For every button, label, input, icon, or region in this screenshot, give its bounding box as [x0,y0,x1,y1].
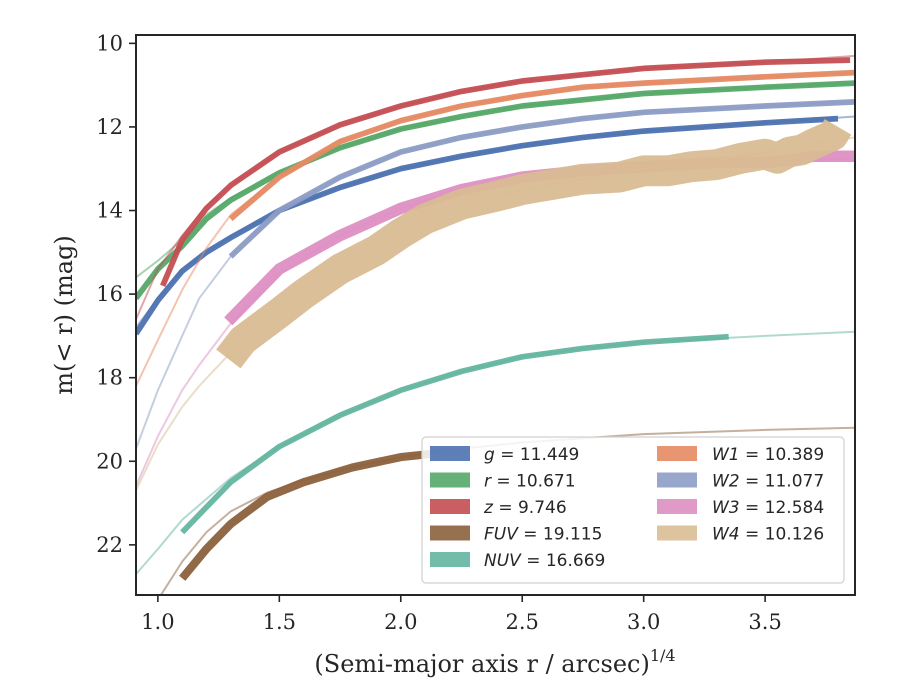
legend-swatch [430,446,470,461]
legend-item-g: g = 11.449 [430,445,579,465]
y-tick-label: 16 [96,282,123,306]
legend-item-nuv: NUV = 16.669 [430,551,605,571]
series-w2-data-band [228,99,855,259]
series-g [136,115,855,336]
legend-item-w1: W1 = 10.389 [657,445,824,465]
legend-swatch [430,472,470,488]
series-z [136,54,855,321]
series-z-data-band [160,57,851,287]
legend-label: W3 = 12.584 [712,498,824,518]
y-tick-label: 10 [96,31,123,55]
x-tick-label: 1.5 [263,610,296,634]
legend-item-w2: W2 = 11.077 [657,472,824,492]
series-w4-data-band [216,119,852,369]
series-g-data-band [136,115,839,336]
legend: g = 11.449 r = 10.671 z = 9.746 FUV = 19.11… [421,436,845,584]
x-axis-title: (Semi-major axis r / arcsec)1/4 [314,646,675,678]
x-axis-title-superscript: 1/4 [650,646,676,665]
legend-label: NUV = 16.669 [484,551,605,571]
legend-item-z: z = 9.746 [430,498,567,518]
legend-swatch [657,446,697,461]
legend-label: W4 = 10.126 [712,525,824,545]
y-tick-label: 20 [96,449,123,473]
y-tick-label: 22 [96,533,123,557]
legend-swatch [657,499,697,514]
legend-item-w3: W3 = 12.584 [657,498,824,518]
x-axis-title-main: (Semi-major axis r / arcsec) [314,650,649,678]
legend-label: W2 = 11.077 [712,472,824,492]
legend-label: r = 10.671 [484,472,576,492]
plot-frame [135,34,856,596]
legend-item-r: r = 10.671 [430,472,576,492]
series-layer [136,54,855,595]
legend-swatch [657,472,697,488]
series-w1-data-band [228,69,855,222]
y-axis-title: m(< r) (mag) [50,235,78,394]
legend-label: z = 9.746 [483,498,567,518]
legend-label: FUV = 19.115 [484,525,602,545]
y-tick-label: 14 [96,199,123,223]
axes-layer: 1.0 1.5 2.0 2.5 3.0 3.5 10 12 14 16 18 20 22 [96,31,782,634]
y-tick-label: 18 [96,366,123,390]
legend-label: W1 = 10.389 [712,445,824,465]
legend-box [421,436,845,584]
legend-swatch [430,525,470,541]
x-tick-label: 3.5 [748,610,781,634]
series-w1 [136,69,855,387]
series-fuv [159,426,855,595]
legend-swatch [430,499,470,514]
x-tick-label: 2.0 [384,610,417,634]
series-nuv-data-band [180,333,729,535]
x-tick-label: 3.0 [627,610,660,634]
series-w4 [136,119,855,492]
legend-item-fuv: FUV = 19.115 [430,525,602,545]
x-tick-label: 2.5 [506,610,539,634]
series-nuv [136,330,855,576]
series-w2 [136,99,855,450]
series-fuv-data-band [179,446,462,581]
legend-label: g = 11.449 [484,445,579,465]
series-r-data-band [136,80,855,301]
legend-swatch [657,525,697,541]
legend-swatch [430,552,470,567]
legend-item-w4: W4 = 10.126 [657,525,824,545]
x-tick-label: 1.0 [141,610,174,634]
y-tick-label: 12 [96,115,123,139]
